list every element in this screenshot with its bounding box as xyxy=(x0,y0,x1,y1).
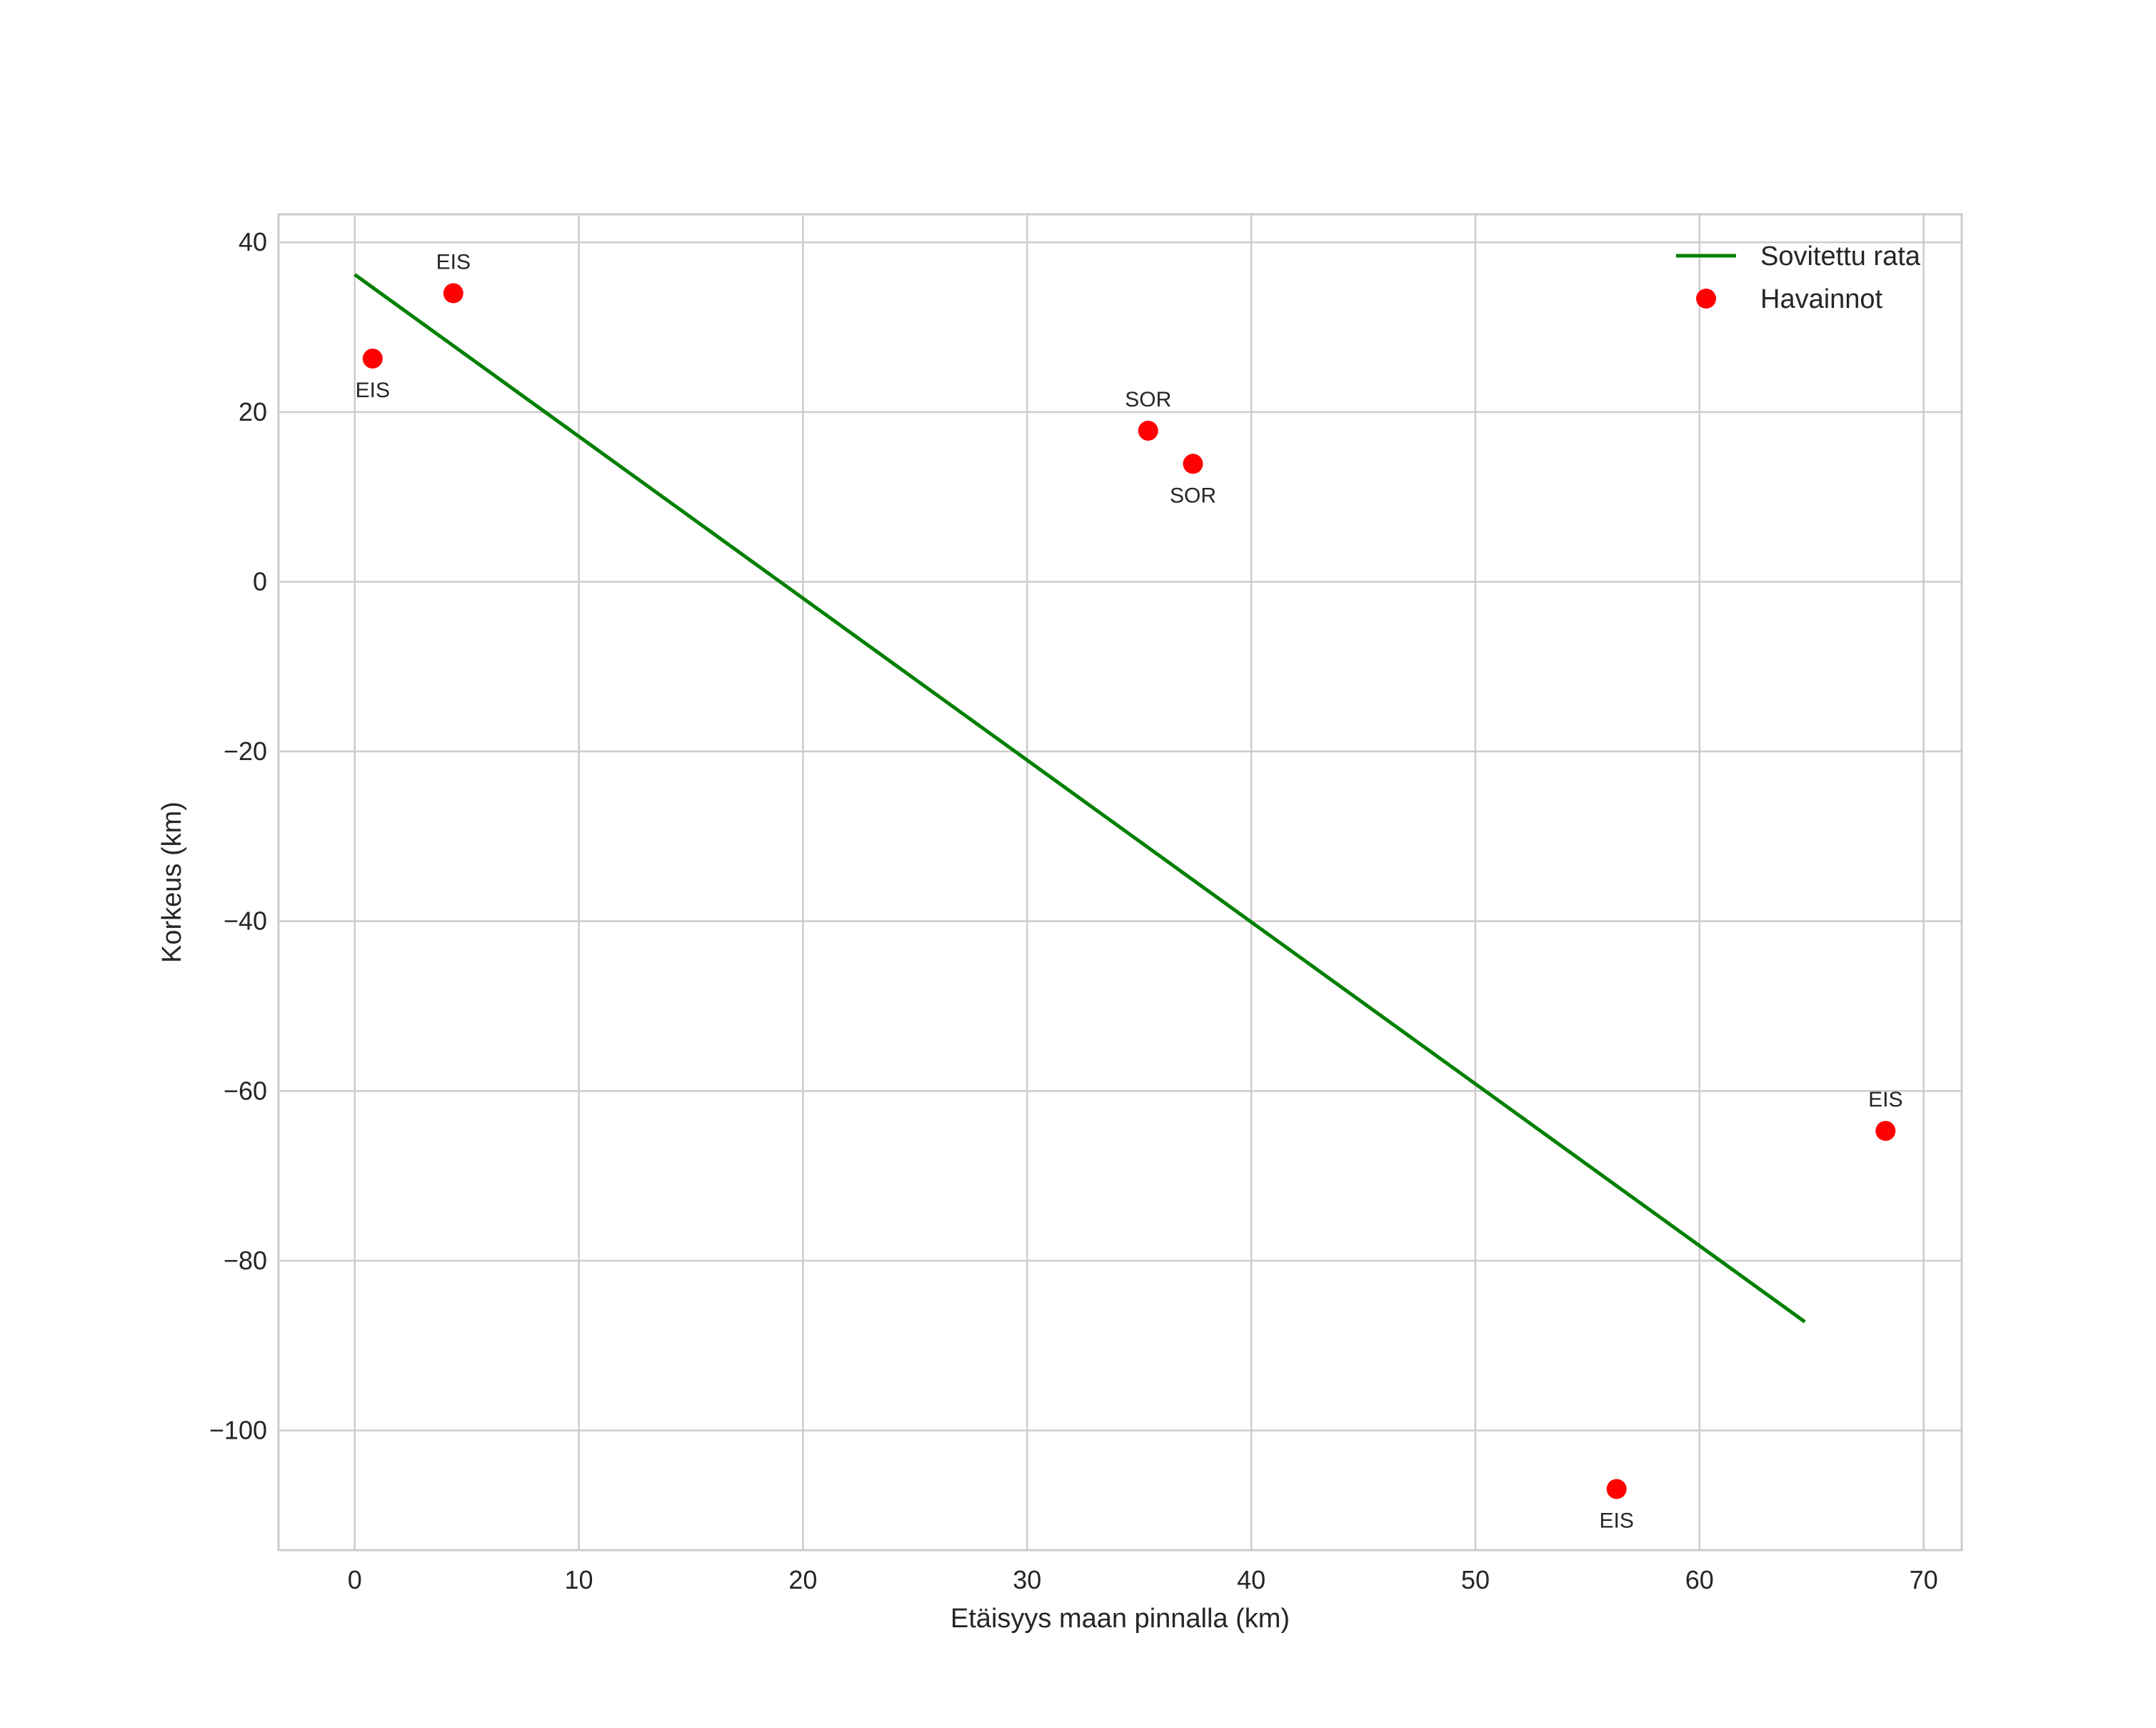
y-tick-label: 0 xyxy=(253,566,267,596)
x-tick-label: 50 xyxy=(1461,1565,1490,1594)
observation-label: SOR xyxy=(1170,484,1216,507)
tick-labels: 0 10 20 30 40 50 60 70 40 20 0 −20 −40 −60 −80 −100 xyxy=(209,227,1938,1594)
y-tick-label: −20 xyxy=(224,736,267,766)
x-tick-label: 20 xyxy=(788,1565,817,1594)
legend-label-scatter: Havainnot xyxy=(1760,284,1883,314)
observation-point xyxy=(443,283,463,304)
x-tick-label: 0 xyxy=(348,1565,362,1594)
grid xyxy=(279,214,1962,1550)
legend-scatter-marker xyxy=(1696,289,1716,309)
y-axis-label: Korkeus (km) xyxy=(157,801,187,963)
x-tick-label: 60 xyxy=(1685,1565,1714,1594)
observation-label: EIS xyxy=(436,250,471,274)
legend: Sovitettu rata Havainnot xyxy=(1676,241,1921,314)
y-tick-label: 40 xyxy=(239,227,267,256)
observation-point xyxy=(1875,1121,1896,1142)
x-tick-label: 30 xyxy=(1013,1565,1041,1594)
y-tick-label: −60 xyxy=(224,1076,267,1105)
observation-label: EIS xyxy=(356,379,390,402)
observation-label: EIS xyxy=(1868,1088,1902,1112)
y-tick-label: −80 xyxy=(224,1246,267,1275)
x-tick-label: 40 xyxy=(1237,1565,1265,1594)
y-tick-label: −40 xyxy=(224,907,267,936)
y-tick-label: 20 xyxy=(239,397,267,426)
x-tick-label: 10 xyxy=(565,1565,593,1594)
observation-point xyxy=(1606,1479,1627,1499)
plot-series: EIS EIS SOR SOR EIS EIS xyxy=(354,250,1902,1532)
legend-label-line: Sovitettu rata xyxy=(1760,241,1921,271)
y-tick-label: −100 xyxy=(209,1415,267,1444)
observation-point xyxy=(362,348,383,369)
observation-point xyxy=(1138,420,1158,441)
observation-label: SOR xyxy=(1125,388,1171,411)
x-tick-label: 70 xyxy=(1910,1565,1938,1594)
observation-label: EIS xyxy=(1599,1509,1633,1532)
plot-frame xyxy=(277,213,1963,1552)
x-axis-label: Etäisyys maan pinnalla (km) xyxy=(951,1604,1290,1634)
fitted-trajectory-line xyxy=(354,273,1806,1324)
observation-point xyxy=(1183,454,1203,474)
